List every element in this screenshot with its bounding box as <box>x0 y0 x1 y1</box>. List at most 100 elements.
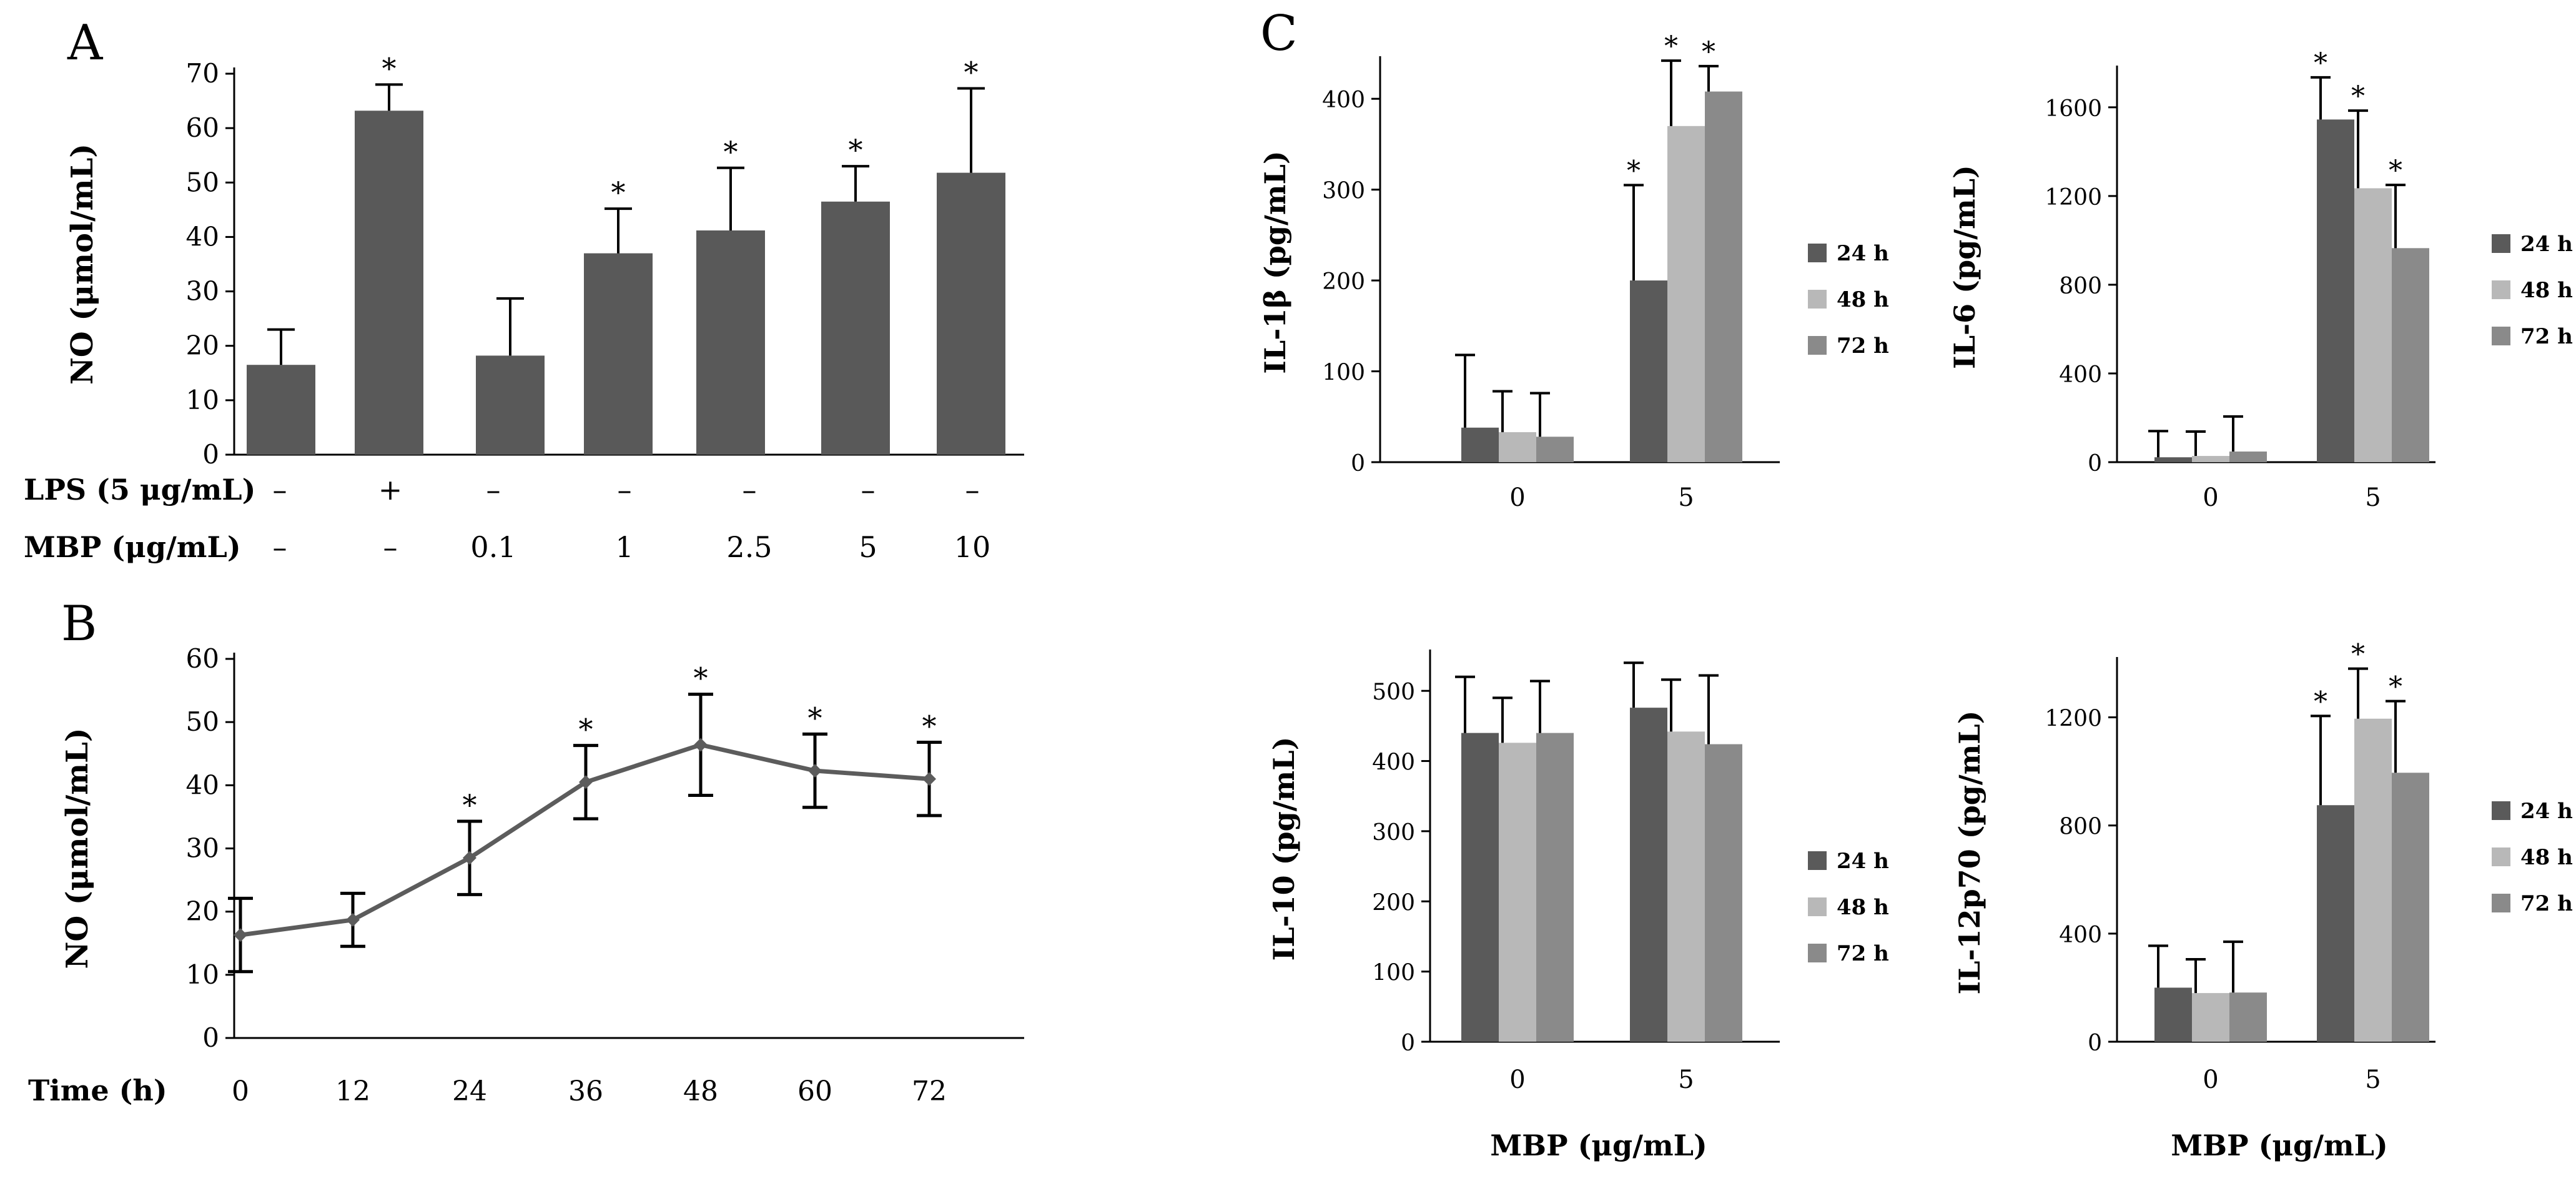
legend-label: 24 h <box>1837 849 1889 874</box>
y-tick-label: 70 <box>186 58 219 89</box>
y-tick-label: 0 <box>2088 451 2102 477</box>
y-tick-label: 30 <box>186 276 219 307</box>
legend-swatch <box>1808 244 1827 262</box>
x-tick-label: 5 <box>2365 1065 2381 1094</box>
bar <box>2317 119 2354 462</box>
legend-swatch <box>1808 851 1827 870</box>
bar <box>2154 987 2192 1042</box>
x-tick-label: 0 <box>1509 483 1525 512</box>
y-axis-title: IL-10 (pg/mL) <box>1267 737 1301 961</box>
bar <box>1630 708 1667 1042</box>
y-tick-label: 60 <box>186 112 219 143</box>
data-point <box>922 772 936 786</box>
chart-c-il6: 0 400 800 1200 1600 IL-6 (pg/mL) 0 * * * 5 24 h 48 h… <box>1948 47 2573 512</box>
chart-c-il10: 0 100 200 300 400 500 IL-10 (pg/mL) 0 5 24 h 48 h 7… <box>1267 650 1889 1162</box>
lps-condition: + <box>378 473 403 507</box>
data-point <box>463 851 476 865</box>
lps-row-label: LPS (5 μg/mL) <box>24 473 255 507</box>
y-tick-label: 20 <box>186 330 219 361</box>
legend-swatch <box>2492 894 2510 912</box>
panel-a-letter: A <box>67 15 104 71</box>
lps-condition: – <box>861 473 876 507</box>
bar <box>1499 432 1536 462</box>
legend-swatch <box>2492 280 2510 299</box>
significance-marker: * <box>1664 31 1678 62</box>
bar <box>1461 733 1499 1042</box>
y-axis-title: NO (μmol/mL) <box>65 144 100 385</box>
y-tick-label: 0 <box>1401 1030 1415 1056</box>
legend-swatch <box>1808 336 1827 355</box>
significance-marker: * <box>611 175 626 209</box>
lps-condition: – <box>965 473 980 507</box>
bar <box>1667 731 1705 1042</box>
bar <box>476 355 545 455</box>
significance-marker: * <box>2351 81 2365 112</box>
x-tick-label: 24 <box>452 1075 487 1107</box>
lps-condition: – <box>618 473 632 507</box>
y-tick-label: 10 <box>186 959 219 990</box>
y-tick-label: 1200 <box>2045 706 2102 732</box>
y-tick-label: 400 <box>2059 922 2102 948</box>
significance-marker: * <box>382 51 397 85</box>
bar <box>1461 427 1499 462</box>
y-axis-title: NO (μmol/mL) <box>60 728 95 969</box>
x-axis-title: MBP (μg/mL) <box>1490 1129 1707 1162</box>
y-tick-label: 0 <box>202 1022 219 1053</box>
significance-marker: * <box>808 701 822 734</box>
mbp-row-label: MBP (μg/mL) <box>24 530 241 564</box>
bar <box>584 253 653 455</box>
panel-a-condition-rows: – + – – – – – – – 0.1 1 2.5 5 10 <box>273 473 991 564</box>
bar <box>1499 743 1536 1042</box>
significance-marker: * <box>724 135 738 169</box>
y-tick-label: 1600 <box>2045 96 2102 122</box>
bar <box>2192 993 2229 1042</box>
legend-label: 24 h <box>2520 232 2573 257</box>
x-tick-label: 0 <box>1509 1065 1525 1094</box>
y-tick-label: 300 <box>1372 820 1415 846</box>
x-tick-label: 72 <box>912 1075 947 1107</box>
chart-c-il12p70: 0 400 800 1200 IL-12p70 (pg/mL) 0 * * * 5 24 h 48 h… <box>1953 639 2573 1162</box>
significance-marker: * <box>2389 671 2402 703</box>
legend-label: 72 h <box>1837 941 1889 966</box>
bar <box>1705 91 1742 462</box>
chart-b: 0 10 20 30 40 50 60 NO (μmol/mL) 0 12 * 24 * 36 * 48 * 60… <box>60 643 1024 1107</box>
mbp-concentration: 2.5 <box>726 530 772 564</box>
legend-swatch <box>1808 944 1827 962</box>
data-point <box>579 775 593 789</box>
time-row-label: Time (h) <box>28 1074 167 1107</box>
bar <box>821 201 890 455</box>
bar <box>2154 457 2192 462</box>
bar <box>1536 733 1574 1042</box>
significance-marker: * <box>849 133 863 167</box>
bar <box>2392 248 2429 462</box>
bar <box>696 230 765 455</box>
legend-swatch <box>1808 897 1827 916</box>
y-tick-label: 100 <box>1372 961 1415 986</box>
bar <box>1705 744 1742 1042</box>
y-tick-label: 800 <box>2059 274 2102 299</box>
legend-label: 48 h <box>2520 278 2573 303</box>
legend-swatch <box>1808 290 1827 309</box>
significance-marker: * <box>1627 155 1641 187</box>
y-tick-label: 300 <box>1322 179 1365 204</box>
panel-c-letter: C <box>1260 6 1298 62</box>
y-tick-label: 1200 <box>2045 185 2102 210</box>
data-point <box>694 738 708 752</box>
legend-label: 72 h <box>2520 891 2573 916</box>
mbp-concentration: 5 <box>859 530 877 564</box>
chart-c-il1b: 0 100 200 300 400 IL-1β (pg/mL) 0 * * * 5 24 h 48 h 7… <box>1258 31 1889 512</box>
y-tick-label: 50 <box>186 706 219 737</box>
legend-label: 24 h <box>2520 799 2573 824</box>
x-tick-label: 48 <box>683 1075 718 1107</box>
y-tick-label: 500 <box>1372 679 1415 705</box>
significance-marker: * <box>2389 155 2402 187</box>
lps-condition: – <box>273 473 287 507</box>
significance-marker: * <box>2351 639 2365 671</box>
y-axis-title: IL-6 (pg/mL) <box>1948 165 1981 369</box>
mbp-concentration: – <box>273 530 287 564</box>
legend-swatch <box>2492 801 2510 820</box>
bar <box>247 365 315 455</box>
legend-label: 72 h <box>2520 324 2573 349</box>
x-tick-label: 5 <box>1678 1065 1694 1094</box>
significance-marker: * <box>1702 36 1715 68</box>
